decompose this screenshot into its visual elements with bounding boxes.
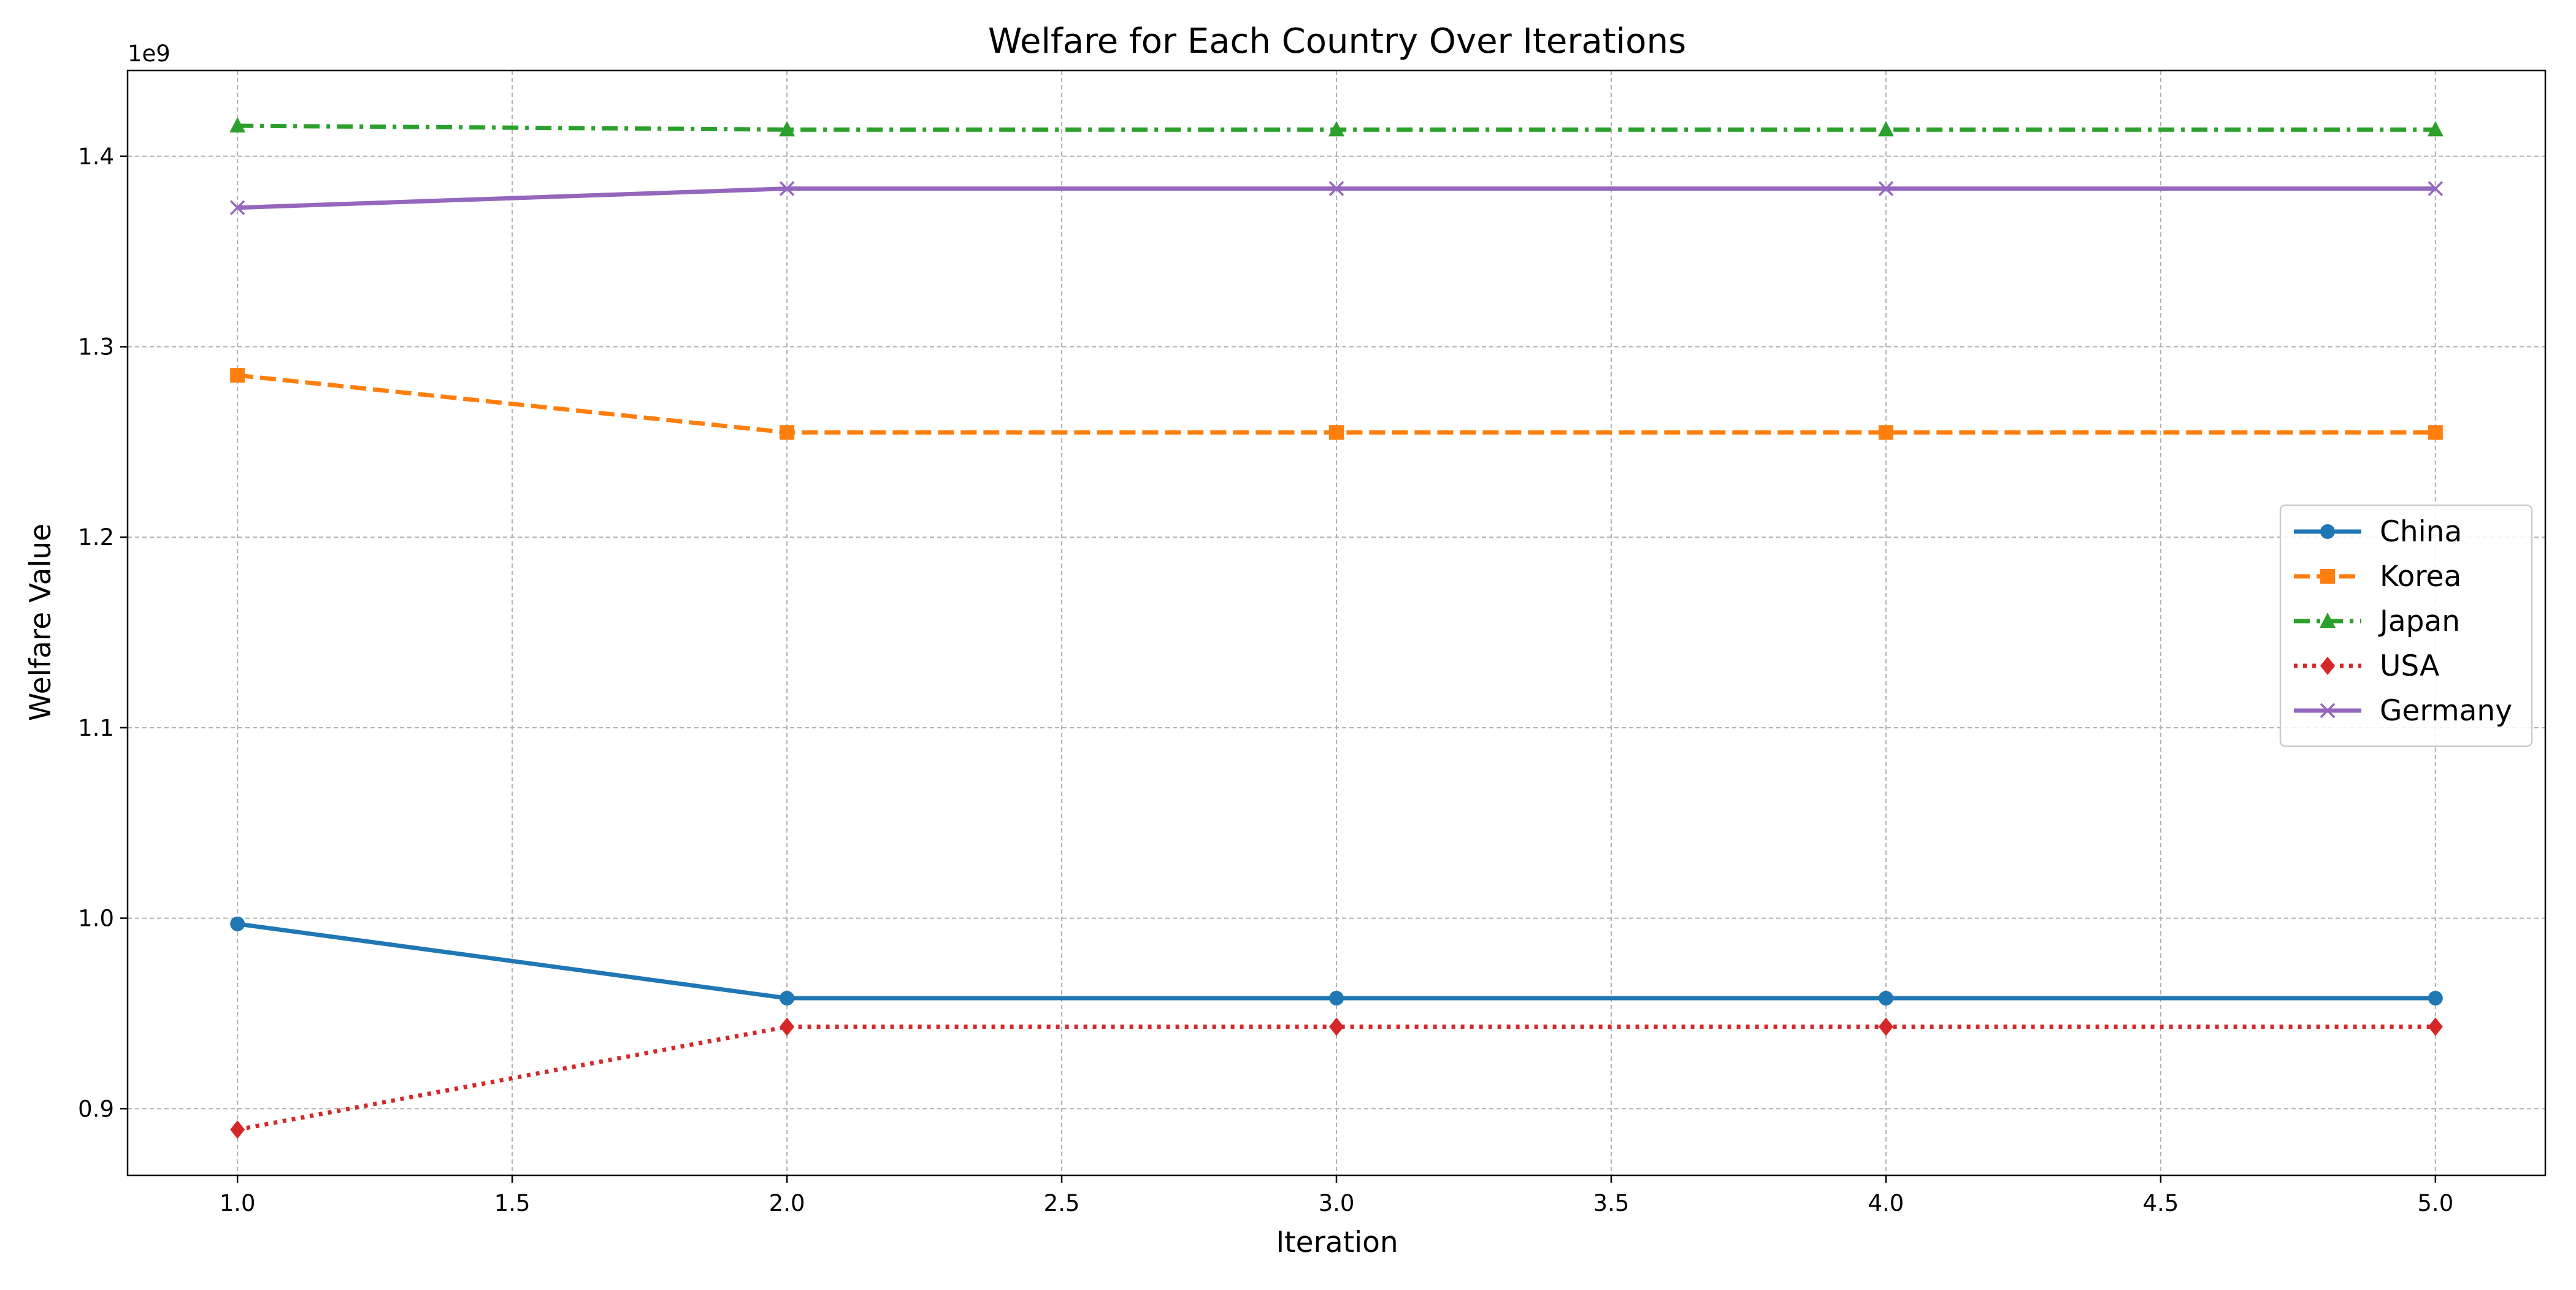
data-point-usa [780,1017,795,1036]
y-axis-offset-text: 1e9 [128,40,171,67]
legend-marker-japan [2320,613,2336,628]
data-point-germany [2428,181,2444,196]
data-point-korea [780,425,795,440]
data-point-japan [1328,121,1344,137]
y-tick-label: 1.1 [78,715,114,741]
data-point-germany [1878,181,1894,196]
legend-marker-usa [2320,657,2335,675]
data-point-korea [1878,425,1893,440]
tick-layer: 1.0 1.5 2.0 2.5 3.0 3.5 4.0 4.5 5.0 0.9 1.0 1.1 1.2 1… [78,143,2453,1216]
legend-item-germany: Germany [2294,694,2512,728]
series-korea [230,368,2443,440]
data-point-japan [229,117,246,133]
data-point-japan [2427,121,2444,137]
x-axis-label: Iteration [1276,1226,1398,1259]
legend-box [2279,504,2533,747]
series-usa [230,1017,2443,1139]
x-tick-label: 1.5 [494,1190,531,1216]
y-tick-label: 0.9 [78,1096,114,1122]
x-tick-label: 1.0 [220,1190,256,1216]
x-tick-label: 3.0 [1319,1190,1355,1216]
x-tick-label: 3.5 [1593,1190,1630,1216]
x-tick-label: 5.0 [2417,1190,2453,1216]
y-tick-label: 1.3 [78,334,114,361]
data-point-china [230,916,245,931]
series-japan [229,117,2444,137]
legend: China Korea Japan USA Germany [2279,504,2533,747]
series-china [230,916,2443,1006]
data-point-usa [1878,1017,1893,1036]
y-tick-label: 1.2 [78,524,114,551]
legend-label-korea: Korea [2380,560,2461,593]
data-point-japan [779,121,795,137]
y-tick-label: 1.0 [78,906,114,932]
data-point-korea [230,368,245,383]
y-tick-label: 1.4 [78,143,114,170]
grid-layer [128,71,2545,1175]
legend-label-usa: USA [2380,649,2439,683]
y-axis-label: Welfare Value [24,524,58,721]
data-point-usa [230,1120,245,1139]
data-point-usa [2428,1017,2443,1036]
data-point-germany [779,181,795,196]
data-point-japan [1877,121,1894,137]
series-germany [229,181,2444,215]
data-point-korea [1329,425,1344,440]
data-point-korea [2428,425,2443,440]
chart-title: Welfare for Each Country Over Iterations [988,21,1686,61]
data-point-china [1878,991,1893,1006]
x-tick-label: 2.0 [769,1190,805,1216]
legend-item-japan: Japan [2294,605,2460,638]
x-tick-label: 4.5 [2142,1190,2179,1216]
legend-item-usa: USA [2294,649,2439,683]
legend-marker-korea [2320,569,2335,584]
x-tick-label: 2.5 [1044,1190,1080,1216]
data-point-china [780,991,795,1006]
data-point-china [1329,991,1344,1006]
legend-label-japan: Japan [2378,605,2460,638]
legend-item-china: China [2294,515,2462,549]
legend-label-germany: Germany [2380,694,2512,728]
legend-item-korea: Korea [2294,560,2461,593]
legend-label-china: China [2380,515,2462,549]
legend-marker-germany [2320,703,2336,719]
series-layer [229,117,2444,1139]
series-line-usa [237,1025,2436,1132]
data-point-germany [1328,181,1344,196]
data-point-china [2428,991,2443,1006]
x-tick-label: 4.0 [1868,1190,1904,1216]
data-point-germany [229,200,245,215]
legend-marker-china [2320,524,2335,539]
data-point-usa [1329,1017,1344,1036]
